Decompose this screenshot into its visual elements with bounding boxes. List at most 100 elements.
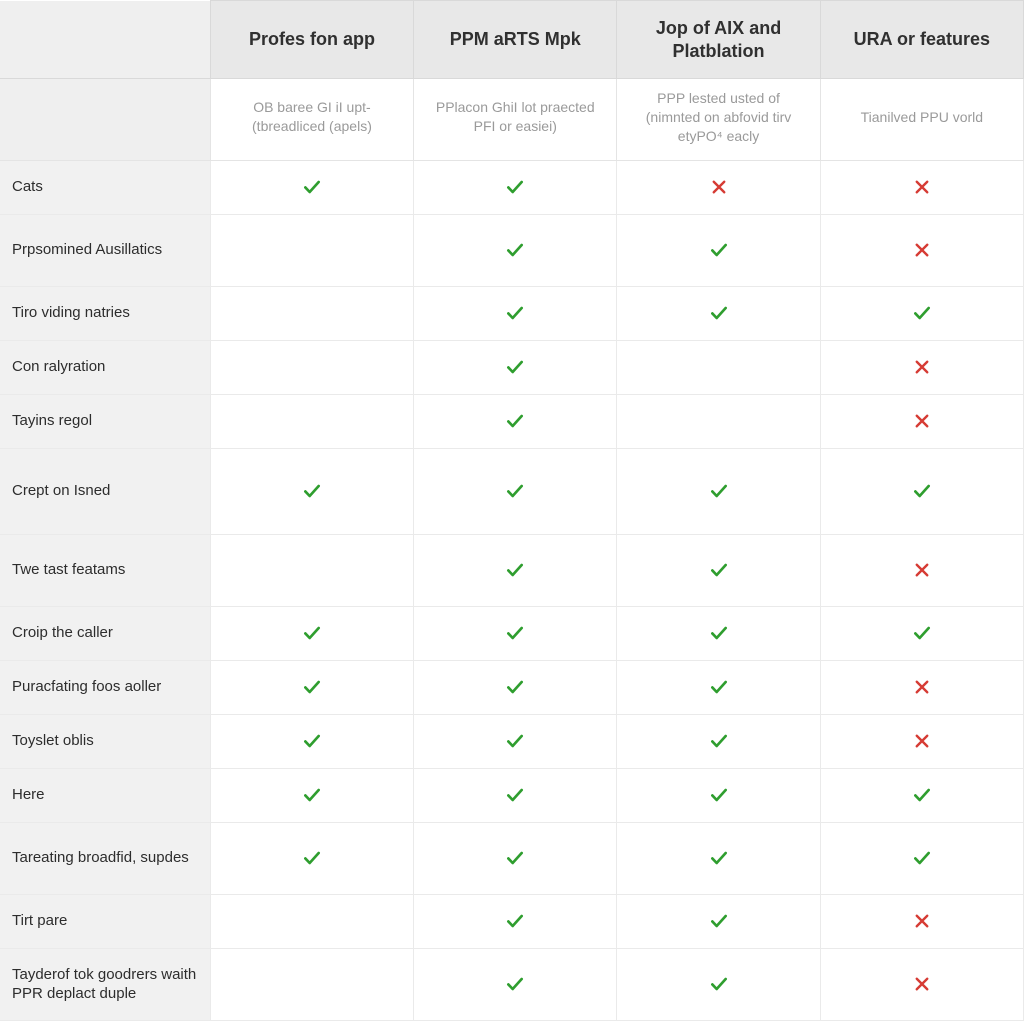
cell bbox=[617, 340, 820, 394]
cell bbox=[414, 160, 617, 214]
col-header-2: PPM aRTS Mpk bbox=[414, 1, 617, 79]
subheader-blank bbox=[0, 79, 210, 161]
cell bbox=[820, 948, 1023, 1020]
row-label: Tayins regol bbox=[0, 394, 210, 448]
check-icon bbox=[912, 481, 932, 501]
cell bbox=[617, 714, 820, 768]
check-icon bbox=[709, 731, 729, 751]
check-icon bbox=[505, 731, 525, 751]
header-row: Profes fon app PPM aRTS Mpk Jop of AIX a… bbox=[0, 1, 1024, 79]
cell bbox=[617, 768, 820, 822]
check-icon bbox=[302, 177, 322, 197]
check-icon bbox=[912, 623, 932, 643]
cell bbox=[414, 714, 617, 768]
cell bbox=[617, 286, 820, 340]
cross-icon bbox=[913, 975, 931, 993]
cell bbox=[210, 286, 413, 340]
header-blank bbox=[0, 1, 210, 79]
cell bbox=[414, 768, 617, 822]
cross-icon bbox=[913, 412, 931, 430]
cross-icon bbox=[710, 178, 728, 196]
check-icon bbox=[302, 848, 322, 868]
comparison-table: Profes fon app PPM aRTS Mpk Jop of AIX a… bbox=[0, 0, 1024, 1021]
cell bbox=[414, 822, 617, 894]
check-icon bbox=[505, 481, 525, 501]
row-label: Croip the caller bbox=[0, 606, 210, 660]
row-label: Here bbox=[0, 768, 210, 822]
cell bbox=[617, 948, 820, 1020]
cell bbox=[414, 448, 617, 534]
check-icon bbox=[505, 677, 525, 697]
col-header-3: Jop of AIX and Platblation bbox=[617, 1, 820, 79]
row-label: Twe tast featams bbox=[0, 534, 210, 606]
cell bbox=[820, 714, 1023, 768]
cell bbox=[820, 286, 1023, 340]
cell bbox=[210, 894, 413, 948]
check-icon bbox=[709, 560, 729, 580]
check-icon bbox=[709, 848, 729, 868]
cross-icon bbox=[913, 178, 931, 196]
table-row: Tayins regol bbox=[0, 394, 1024, 448]
row-label: Prpsomined Ausillatics bbox=[0, 214, 210, 286]
cell bbox=[210, 448, 413, 534]
cell bbox=[617, 660, 820, 714]
check-icon bbox=[912, 785, 932, 805]
cell bbox=[820, 894, 1023, 948]
cell bbox=[414, 894, 617, 948]
cell bbox=[820, 606, 1023, 660]
cell bbox=[210, 822, 413, 894]
cell bbox=[414, 948, 617, 1020]
cross-icon bbox=[913, 561, 931, 579]
cell bbox=[414, 534, 617, 606]
cell bbox=[820, 394, 1023, 448]
cell bbox=[210, 948, 413, 1020]
table-row: Prpsomined Ausillatics bbox=[0, 214, 1024, 286]
check-icon bbox=[709, 785, 729, 805]
row-label: Cats bbox=[0, 160, 210, 214]
col-subheader-4: Tianilved PPU vorld bbox=[820, 79, 1023, 161]
cell bbox=[414, 660, 617, 714]
check-icon bbox=[912, 848, 932, 868]
check-icon bbox=[505, 240, 525, 260]
cell bbox=[617, 448, 820, 534]
cell bbox=[820, 534, 1023, 606]
row-label: Tayderof tok goodrers waith PPR deplact … bbox=[0, 948, 210, 1020]
check-icon bbox=[302, 481, 322, 501]
table-row: Toyslet oblis bbox=[0, 714, 1024, 768]
check-icon bbox=[709, 303, 729, 323]
check-icon bbox=[709, 623, 729, 643]
check-icon bbox=[505, 974, 525, 994]
check-icon bbox=[302, 623, 322, 643]
cell bbox=[820, 660, 1023, 714]
check-icon bbox=[505, 848, 525, 868]
row-label: Puracfating foos aoller bbox=[0, 660, 210, 714]
table-row: Here bbox=[0, 768, 1024, 822]
check-icon bbox=[912, 303, 932, 323]
table-row: Tiro viding natries bbox=[0, 286, 1024, 340]
cell bbox=[617, 214, 820, 286]
cell bbox=[210, 394, 413, 448]
col-header-4: URA or features bbox=[820, 1, 1023, 79]
cell bbox=[820, 160, 1023, 214]
check-icon bbox=[302, 731, 322, 751]
cross-icon bbox=[913, 358, 931, 376]
check-icon bbox=[505, 303, 525, 323]
cell bbox=[414, 394, 617, 448]
cell bbox=[414, 340, 617, 394]
table-row: Tirt pare bbox=[0, 894, 1024, 948]
subheader-row: OB baree GI iI upt- (tbreadliced (apels)… bbox=[0, 79, 1024, 161]
table-row: Tayderof tok goodrers waith PPR deplact … bbox=[0, 948, 1024, 1020]
cell bbox=[820, 768, 1023, 822]
table-row: Croip the caller bbox=[0, 606, 1024, 660]
check-icon bbox=[302, 785, 322, 805]
table-row: Tareating broadfid, supdes bbox=[0, 822, 1024, 894]
cell bbox=[617, 160, 820, 214]
row-label: Tareating broadfid, supdes bbox=[0, 822, 210, 894]
check-icon bbox=[709, 911, 729, 931]
cell bbox=[210, 714, 413, 768]
cell bbox=[210, 160, 413, 214]
cell bbox=[210, 214, 413, 286]
check-icon bbox=[505, 411, 525, 431]
cell bbox=[820, 340, 1023, 394]
cross-icon bbox=[913, 241, 931, 259]
